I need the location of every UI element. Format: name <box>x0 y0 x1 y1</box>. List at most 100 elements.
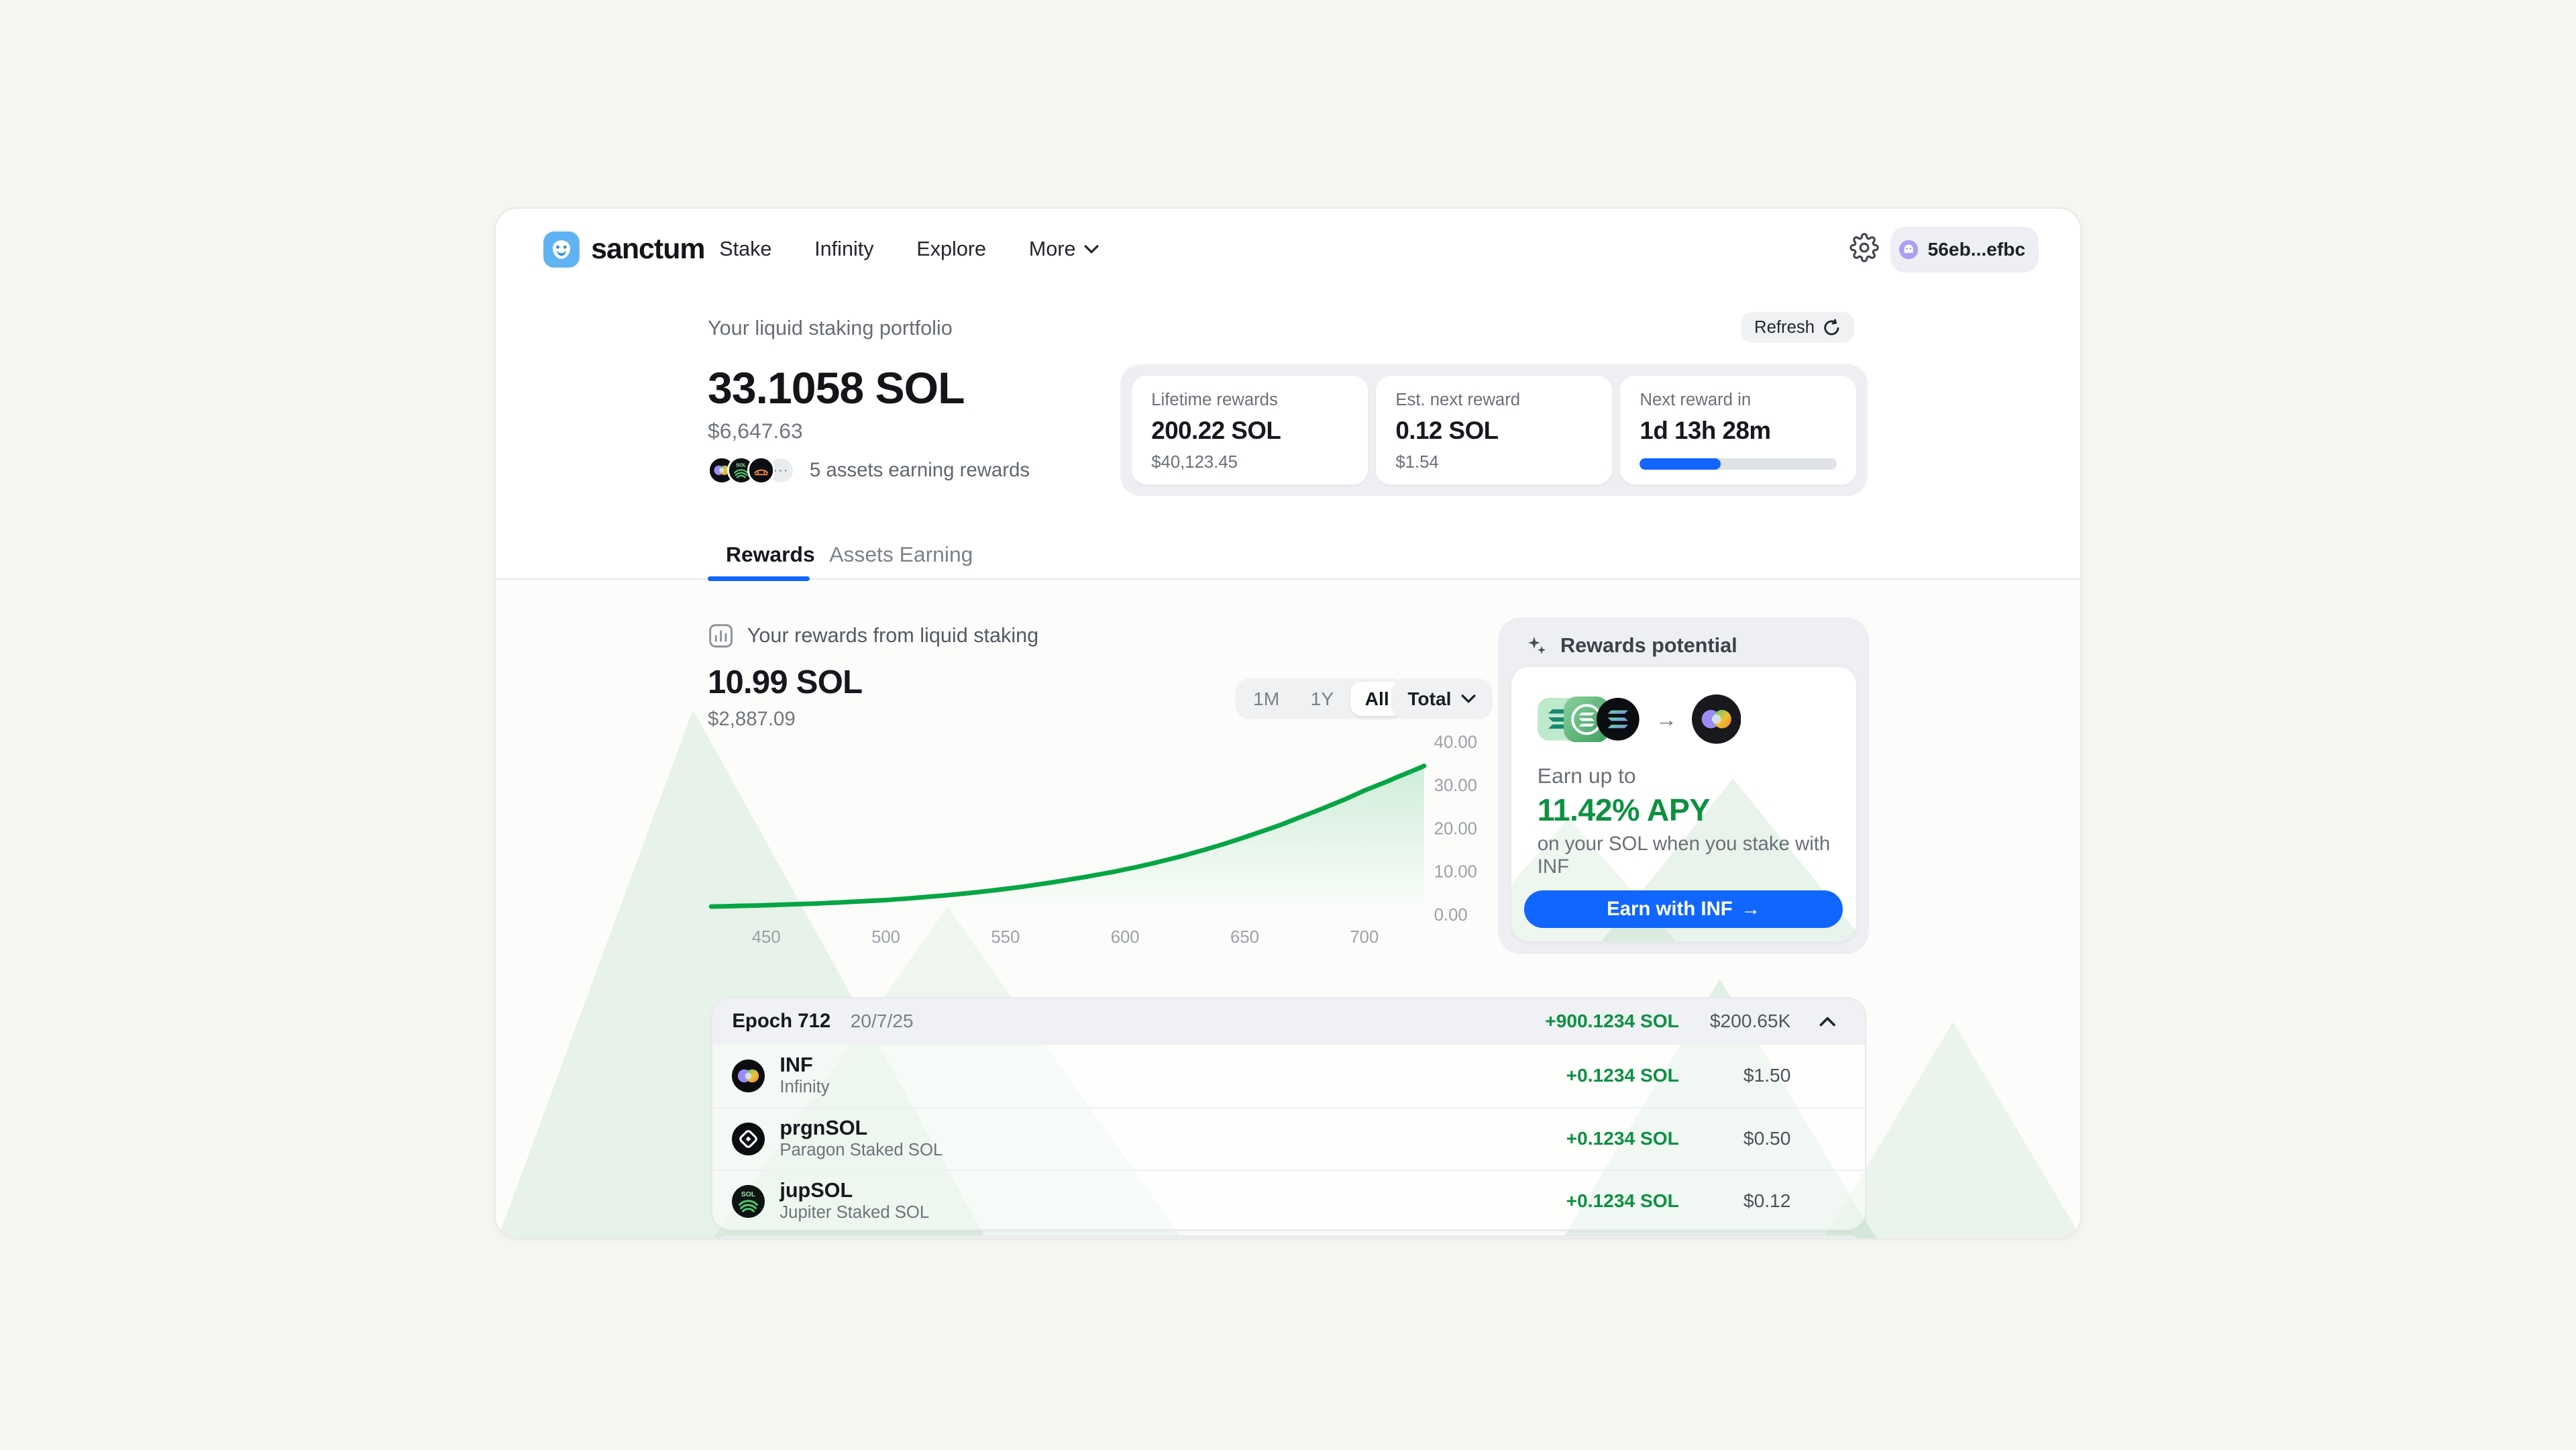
svg-text:10.00: 10.00 <box>1434 863 1477 882</box>
chevron-down-icon <box>1461 694 1476 703</box>
svg-text:SOL: SOL <box>741 1191 755 1198</box>
rewards-potential-card: Rewards potential <box>1498 617 1870 955</box>
chart-x-axis-labels: 450 500 550 600 650 700 <box>752 928 1379 947</box>
token-symbol: INF <box>780 1053 813 1077</box>
epoch-total-sol: +900.1234 SOL <box>1545 1011 1679 1032</box>
arrow-right-icon: → <box>1740 898 1761 921</box>
wallet-address: 56eb...efbc <box>1927 238 2026 260</box>
svg-text:650: 650 <box>1230 928 1259 947</box>
phantom-ghost-icon <box>1898 240 1918 259</box>
chart-y-axis-labels: 0.00 10.00 20.00 30.00 40.00 <box>1434 733 1477 925</box>
main-card: sanctum Stake Infinity Explore More <box>494 207 2082 1239</box>
rewards-potential-title: Rewards potential <box>1560 633 1737 657</box>
assets-earning-row[interactable]: SOL ··· 5 assets earning rewards <box>708 456 1030 484</box>
earn-up-to-label: Earn up to <box>1537 764 1636 788</box>
apy-value: 11.42% APY <box>1537 792 1711 827</box>
svg-text:550: 550 <box>991 928 1020 947</box>
svg-text:20.00: 20.00 <box>1434 820 1477 839</box>
jupsol-token-icon: SOL <box>732 1184 765 1218</box>
chart-area-fill <box>710 766 1424 915</box>
epoch-label: Epoch 712 <box>732 1010 831 1033</box>
aggregation-dropdown[interactable]: Total <box>1391 678 1493 720</box>
refresh-label: Refresh <box>1754 317 1815 337</box>
portfolio-balance-usd: $6,647.63 <box>708 419 803 444</box>
row-usd-amount: $0.12 <box>1743 1190 1791 1212</box>
brand-logo[interactable]: sanctum <box>543 231 705 268</box>
wallet-button[interactable]: 56eb...efbc <box>1890 226 2039 273</box>
rewards-total-usd: $2,887.09 <box>708 708 796 731</box>
row-usd-amount: $1.50 <box>1743 1065 1791 1086</box>
chart-title: Your rewards from liquid staking <box>747 623 1039 647</box>
table-row-prgnsol[interactable]: prgnSOL Paragon Staked SOL +0.1234 SOL $… <box>712 1106 1865 1170</box>
range-1m[interactable]: 1M <box>1253 688 1280 709</box>
stat-value: 1d 13h 28m <box>1640 417 1771 445</box>
chart-line <box>708 764 1427 909</box>
refresh-icon <box>1824 319 1839 335</box>
tab-bar: Rewards Assets Earning <box>496 531 2080 580</box>
next-reward-progress-fill <box>1640 458 1721 470</box>
svg-text:SOL: SOL <box>737 462 747 468</box>
stat-lifetime-rewards: Lifetime rewards 200.22 SOL $40,123.45 <box>1131 376 1368 484</box>
nav-explore[interactable]: Explore <box>916 238 987 261</box>
lst-token-icon <box>1563 696 1610 743</box>
epoch-total-usd: $200.65K <box>1709 1011 1791 1032</box>
aggregation-label: Total <box>1407 688 1452 709</box>
main-nav: Stake Infinity Explore More <box>719 209 1099 291</box>
row-sol-amount: +0.1234 SOL <box>1566 1128 1679 1149</box>
collapse-button[interactable] <box>1790 1016 1864 1027</box>
earn-with-inf-label: Earn with INF <box>1607 898 1733 921</box>
chevron-down-icon <box>1084 245 1099 254</box>
stat-value: 200.22 SOL <box>1151 417 1281 445</box>
rewards-total-sol: 10.99 SOL <box>708 664 863 701</box>
apy-description: on your SOL when you stake with INF <box>1537 833 1831 878</box>
tab-assets-earning[interactable]: Assets Earning <box>829 541 973 566</box>
tab-rewards[interactable]: Rewards <box>725 541 815 566</box>
arrow-right-icon: → <box>1656 707 1677 731</box>
stat-sub: $1.54 <box>1395 453 1439 472</box>
refresh-button[interactable]: Refresh <box>1741 311 1854 344</box>
nav-more-label: More <box>1028 238 1076 261</box>
token-name: Infinity <box>780 1078 830 1097</box>
stat-sub: $40,123.45 <box>1151 453 1238 472</box>
epoch-header-row[interactable]: Epoch 712 20/7/25 +900.1234 SOL $200.65K <box>712 998 1865 1045</box>
stat-value: 0.12 SOL <box>1395 417 1499 445</box>
chart-header: Your rewards from liquid staking <box>708 623 1038 649</box>
stat-label: Next reward in <box>1640 391 1752 410</box>
svg-text:500: 500 <box>871 928 900 947</box>
row-sol-amount: +0.1234 SOL <box>1566 1065 1679 1086</box>
active-tab-underline <box>708 576 810 582</box>
rewards-line-chart[interactable]: 0.00 10.00 20.00 30.00 40.00 450 500 550 600 650… <box>700 731 1482 961</box>
table-row-inf[interactable]: INF Infinity +0.1234 SOL $1.50 <box>712 1044 1865 1107</box>
top-bar: sanctum Stake Infinity Explore More <box>496 209 2080 291</box>
token-symbol: prgnSOL <box>780 1117 868 1140</box>
svg-text:700: 700 <box>1350 928 1379 947</box>
token-symbol: jupSOL <box>780 1179 853 1202</box>
next-epoch-header-peek[interactable] <box>710 1235 1866 1238</box>
settings-button[interactable] <box>1849 233 1882 266</box>
assets-earning-note: 5 assets earning rewards <box>809 459 1030 482</box>
stat-label: Lifetime rewards <box>1151 391 1278 410</box>
row-sol-amount: +0.1234 SOL <box>1566 1190 1679 1212</box>
range-1y[interactable]: 1Y <box>1310 688 1334 709</box>
epoch-rewards-table: Epoch 712 20/7/25 +900.1234 SOL $200.65K <box>710 997 1866 1231</box>
nav-more[interactable]: More <box>1029 238 1099 261</box>
stat-next-reward-in: Next reward in 1d 13h 28m <box>1620 376 1856 484</box>
svg-text:0.00: 0.00 <box>1434 906 1467 925</box>
token-name: Paragon Staked SOL <box>780 1141 943 1160</box>
svg-text:30.00: 30.00 <box>1434 776 1477 795</box>
sanctum-logo-icon <box>543 231 580 268</box>
table-row-jupsol[interactable]: SOL jupSOL Jupiter Staked SOL +0.1234 SO… <box>712 1169 1865 1229</box>
rewards-potential-header: Rewards potential <box>1526 634 1737 658</box>
epoch-date: 20/7/25 <box>850 1011 914 1032</box>
nav-infinity[interactable]: Infinity <box>814 238 874 261</box>
earn-with-inf-button[interactable]: Earn with INF → <box>1524 890 1843 929</box>
svg-text:450: 450 <box>752 928 781 947</box>
svg-text:600: 600 <box>1111 928 1140 947</box>
range-segmented-control: 1M 1Y All <box>1235 678 1407 720</box>
nav-stake[interactable]: Stake <box>719 238 772 261</box>
stats-panel: Lifetime rewards 200.22 SOL $40,123.45 E… <box>1120 364 1868 497</box>
token-name: Jupiter Staked SOL <box>780 1203 930 1223</box>
stat-est-next-reward: Est. next reward 0.12 SOL $1.54 <box>1375 376 1612 484</box>
bridge-token-icon <box>747 456 775 484</box>
chevron-up-icon <box>1819 1017 1836 1027</box>
